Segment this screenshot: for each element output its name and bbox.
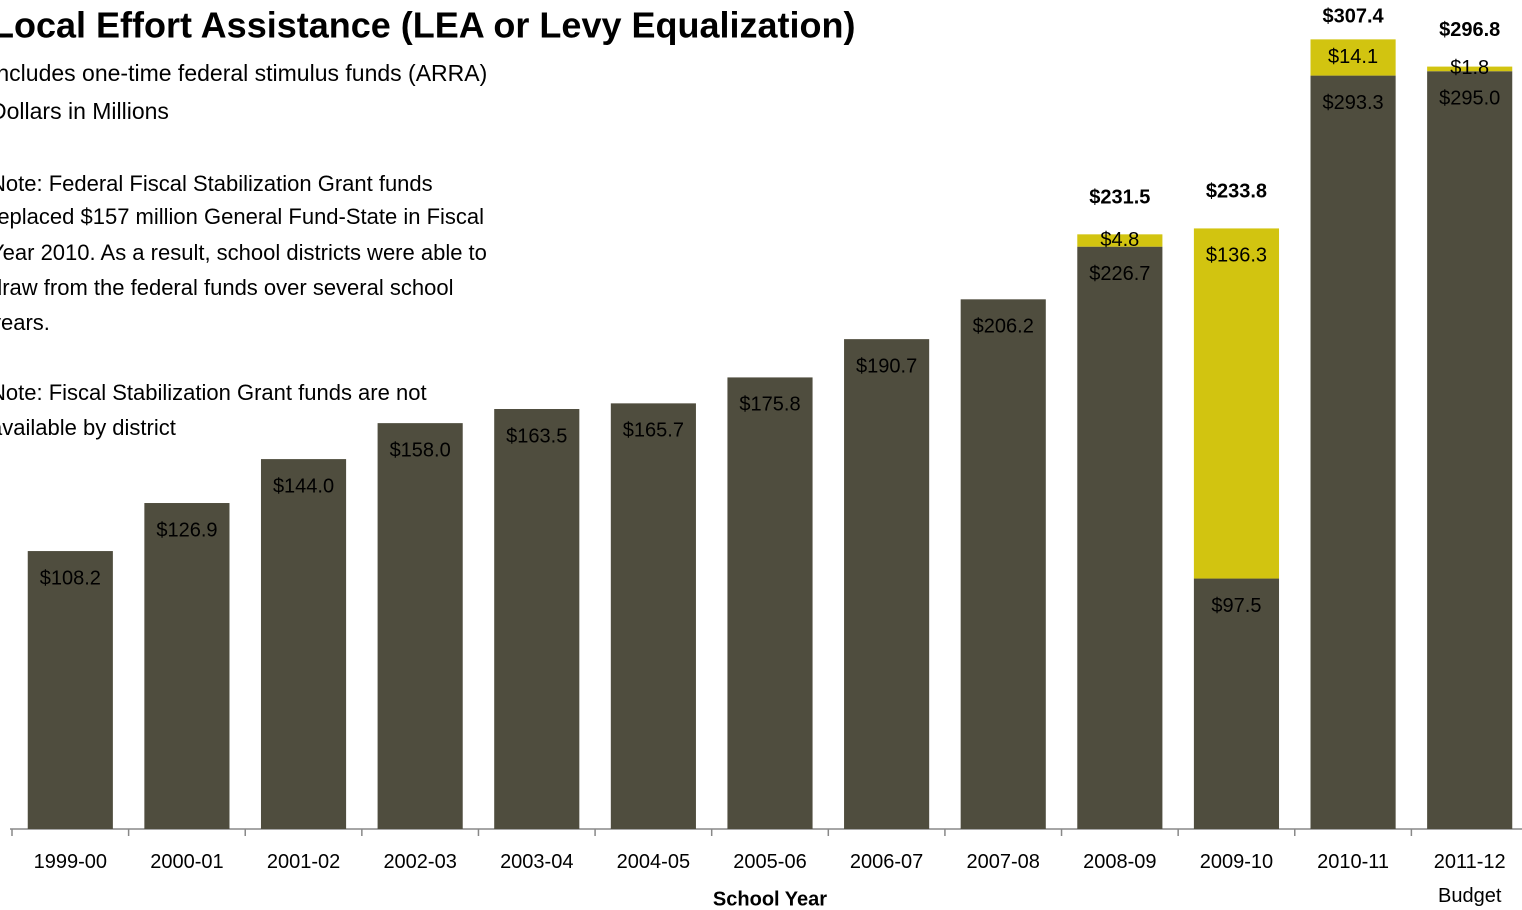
bar-segment [1193,578,1280,829]
x-tick-label: 1999-00 [33,851,107,873]
data-label: $295.0 [1439,88,1500,110]
note: Note: Federal Fiscal Stabilization Grant… [0,171,433,196]
data-label: $126.9 [156,519,217,541]
data-label: $226.7 [1089,263,1150,285]
x-tick-label: 2001-02 [266,851,341,873]
x-tick-label: 2006-07 [849,851,924,873]
x-tick-label: 2005-06 [733,851,807,873]
total-label: $296.8 [1439,19,1500,41]
data-label: $108.2 [40,567,101,589]
data-label: $165.7 [623,420,684,442]
x-tick-label: 2011-12 Budget [1433,851,1506,907]
bar-segment [727,377,813,829]
data-label: $158.0 [390,439,451,461]
bar-segment [260,459,347,829]
x-tick-label: 2008-09 [1083,851,1157,873]
data-label: $4.8 [1100,229,1139,251]
note: available by district [0,415,176,440]
subtitle: Dollars in Millions [0,98,169,124]
x-tick-label: 2009-10 [1199,851,1274,873]
bar-segment [960,299,1046,830]
data-label: $136.3 [1206,245,1267,267]
bar-segment [1077,246,1163,829]
note: Year 2010. As a result, school districts… [0,240,487,265]
data-label: $14.1 [1328,46,1378,68]
total-label: $233.8 [1206,181,1267,203]
bar-segment [1310,75,1396,829]
x-tick-label: 2000-01 [150,851,224,873]
note: Note: Fiscal Stabilization Grant funds a… [0,380,427,405]
x-tick-label: 2002-03 [383,851,457,873]
data-label: $190.7 [856,355,917,377]
data-label: $175.8 [739,394,800,416]
data-label: $293.3 [1322,92,1383,114]
bar-segment [1427,66,1513,72]
data-label: $206.2 [973,316,1034,338]
bar-segment [610,403,696,829]
note: draw from the federal funds over several… [0,275,453,300]
bar-segment [1427,71,1513,829]
chart-title: Local Effort Assistance (LEA or Levy Equ… [0,5,856,46]
x-tick-label: 2004-05 [616,851,691,873]
bar-segment [1310,39,1396,76]
bar-segment [1193,228,1280,579]
total-label: $231.5 [1089,187,1150,209]
note: replaced $157 million General Fund-State… [0,204,484,229]
bar-segment [377,423,463,829]
bar-segment [494,409,580,829]
data-label: $97.5 [1211,595,1261,617]
total-label: $307.4 [1322,5,1384,27]
x-axis-title: School Year [713,888,827,910]
x-tick-label: 2010-11 [1317,851,1390,873]
data-label: $144.0 [273,475,334,497]
data-label: $163.5 [506,425,567,447]
x-tick-label: 2003-04 [500,851,574,873]
note: years. [0,310,50,335]
bar-segment [27,551,113,829]
x-tick-label: 2007-08 [966,851,1040,873]
data-label: $1.8 [1450,57,1489,79]
bar-segment [844,339,930,829]
bar-segment [1077,234,1163,247]
bar-segment [144,503,230,829]
subtitle: Includes one-time federal stimulus funds… [0,60,487,86]
